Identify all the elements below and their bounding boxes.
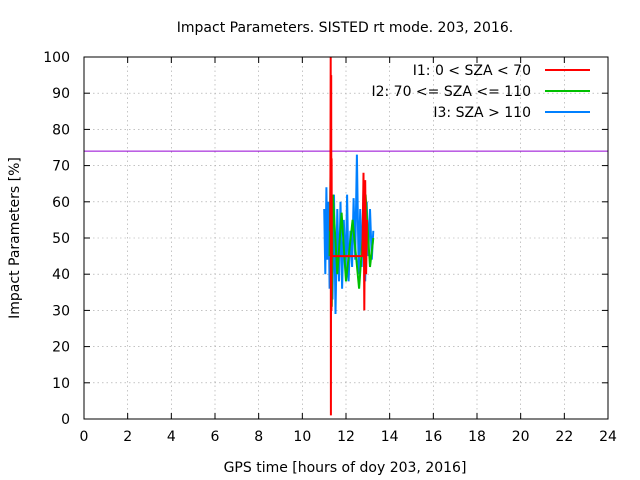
x-tick-label: 12 (337, 429, 355, 445)
y-tick-label: 20 (52, 340, 70, 356)
y-tick-label: 0 (61, 412, 70, 428)
x-tick-label: 16 (424, 429, 442, 445)
y-tick-label: 30 (52, 303, 70, 319)
x-tick-label: 0 (80, 429, 89, 445)
x-tick-label: 6 (211, 429, 220, 445)
legend-label-1: I1: 0 < SZA < 70 (413, 63, 531, 79)
y-tick-label: 60 (52, 195, 70, 211)
series-line-1 (329, 56, 368, 416)
x-tick-label: 14 (381, 429, 399, 445)
legend: I1: 0 < SZA < 70 I2: 70 <= SZA <= 110 I3: … (371, 63, 590, 121)
y-tick-label: 80 (52, 122, 70, 138)
y-tick-label: 100 (43, 50, 70, 66)
x-tick-label: 4 (167, 429, 176, 445)
x-axis-label: GPS time [hours of doy 203, 2016] (224, 460, 467, 476)
axis-ticks: 0 2 4 6 8 10 12 14 16 18 20 22 240102030405060708090… (43, 50, 617, 445)
legend-label-2: I2: 70 <= SZA <= 110 (371, 84, 531, 100)
y-tick-label: 70 (52, 159, 70, 175)
series-layer (323, 56, 375, 416)
x-tick-label: 8 (254, 429, 263, 445)
x-tick-label: 2 (123, 429, 132, 445)
y-axis-label: Impact Parameters [%] (7, 157, 23, 319)
y-tick-label: 90 (52, 86, 70, 102)
x-tick-label: 22 (555, 429, 573, 445)
x-tick-label: 10 (293, 429, 311, 445)
legend-label-3: I3: SZA > 110 (433, 105, 531, 121)
y-tick-label: 50 (52, 231, 70, 247)
y-tick-label: 40 (52, 267, 70, 283)
chart-title: Impact Parameters. SISTED rt mode. 203, … (177, 20, 513, 36)
y-tick-label: 10 (52, 376, 70, 392)
x-tick-label: 24 (599, 429, 617, 445)
x-tick-label: 18 (468, 429, 486, 445)
x-tick-label: 20 (512, 429, 530, 445)
